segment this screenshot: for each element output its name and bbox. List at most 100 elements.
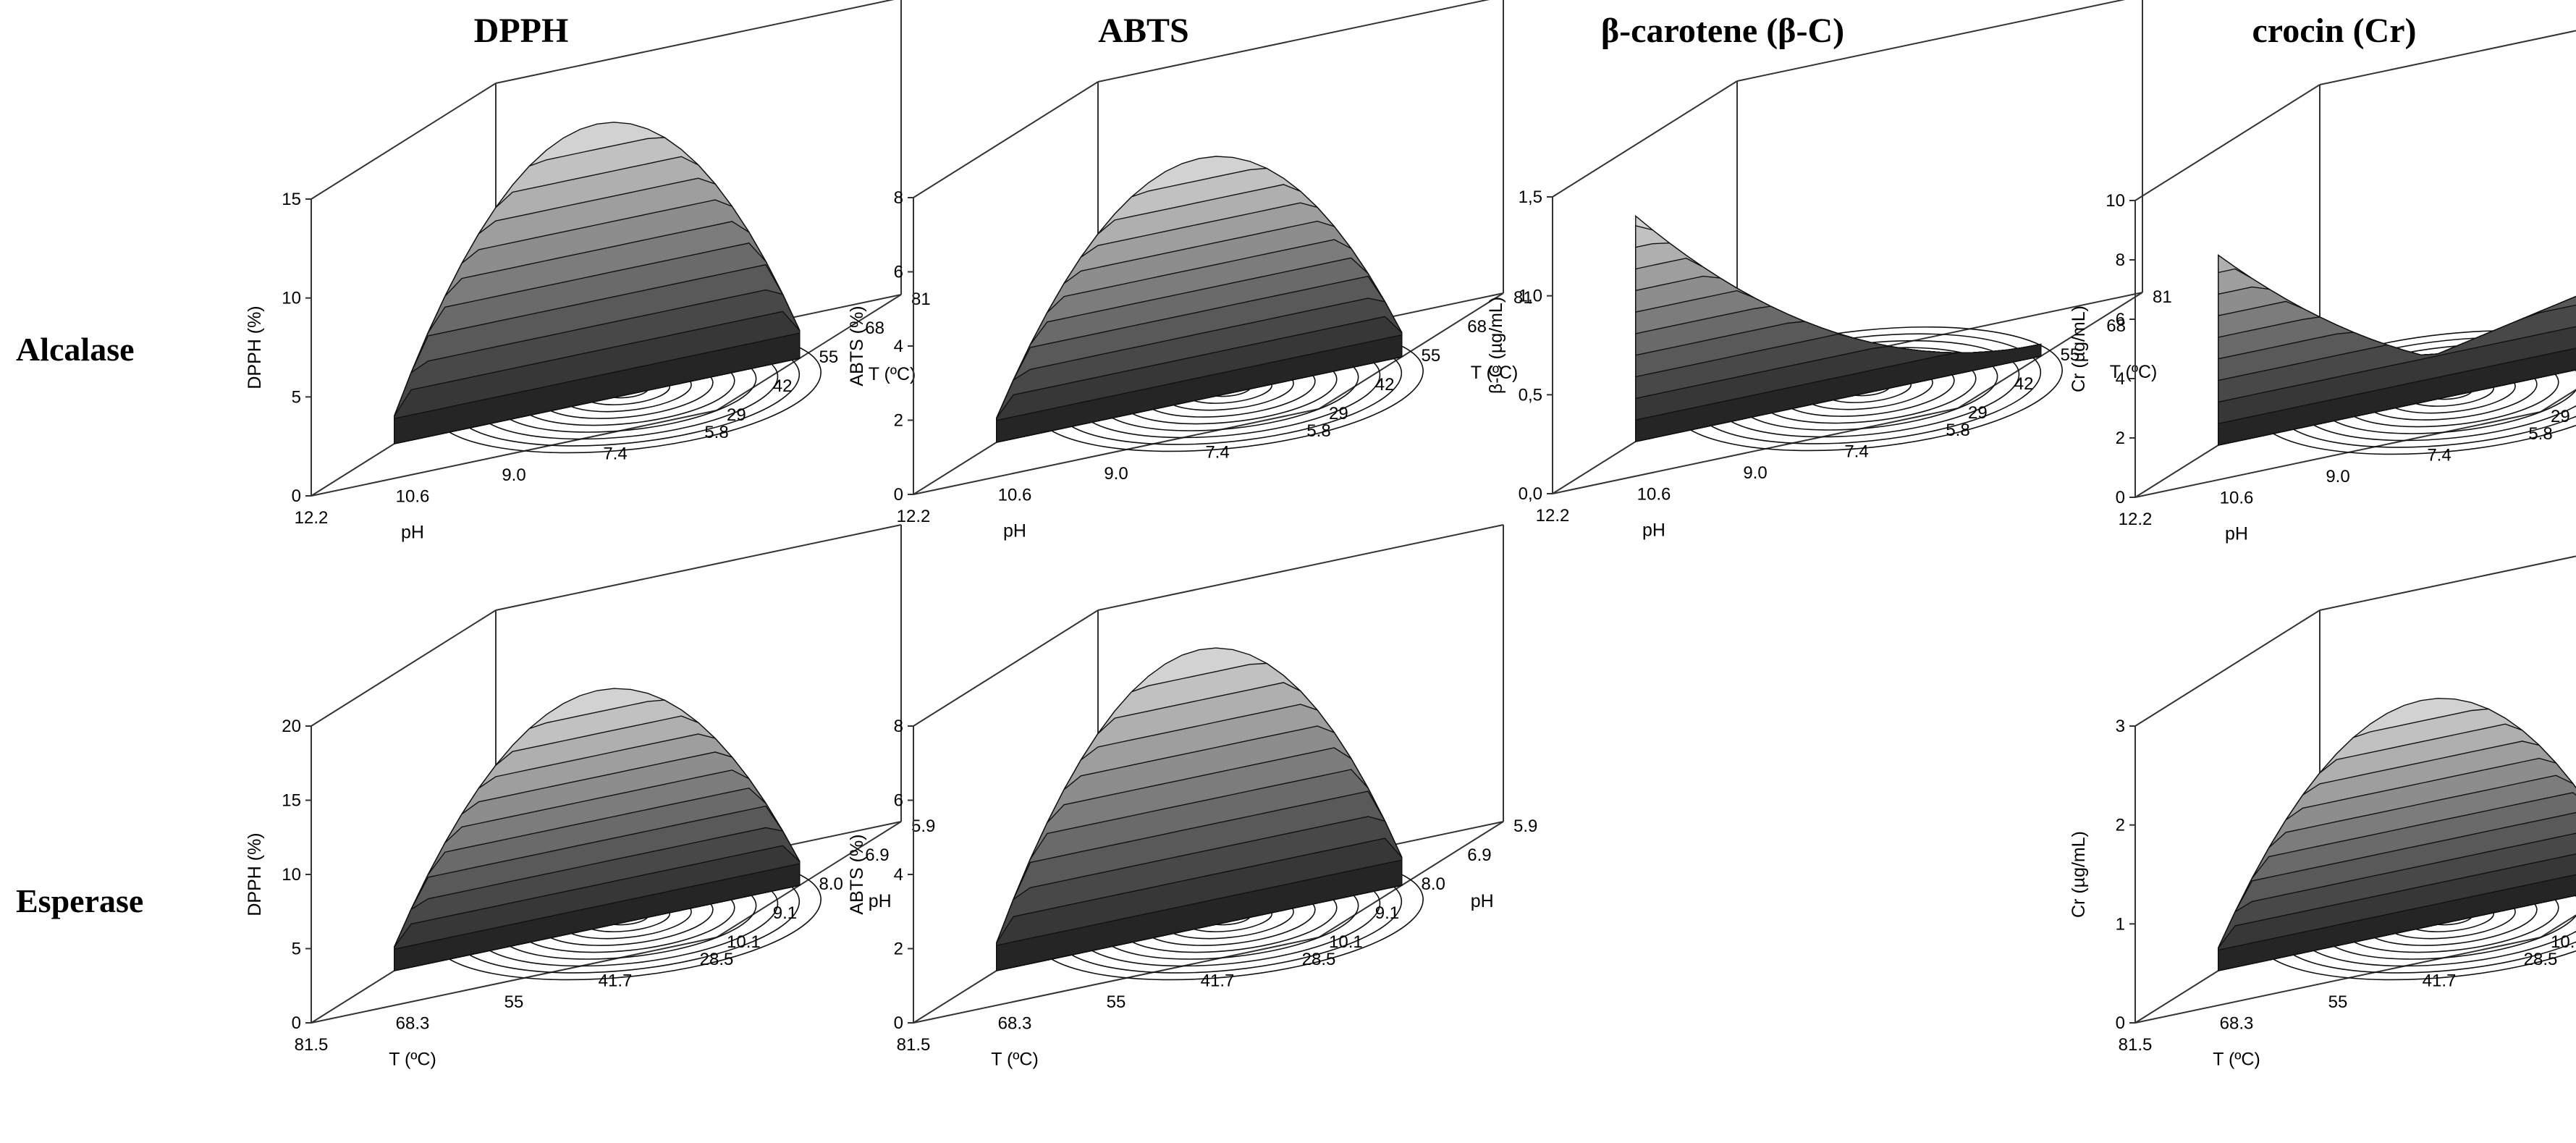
- x-tick-label: 81.5: [897, 1035, 931, 1055]
- x-tick-label: 68.3: [396, 1014, 430, 1034]
- surface-band: [394, 332, 801, 444]
- box-edge: [1552, 408, 1959, 494]
- x-tick-label: 9.0: [1104, 464, 1128, 484]
- surface-band: [1635, 343, 2042, 442]
- y-tick-label: 29: [727, 405, 746, 425]
- z-tick-label: 6: [894, 263, 903, 282]
- x-axis-label: pH: [1003, 521, 1026, 541]
- box-edge: [913, 81, 1099, 198]
- x-tick-label: 41.7: [2423, 971, 2457, 991]
- x-axis-label: T (ºC): [991, 1050, 1039, 1070]
- x-axis-label: T (ºC): [389, 1050, 436, 1070]
- surface-band: [2218, 895, 2576, 971]
- z-tick-label: 6: [2116, 310, 2125, 329]
- x-tick-label: 41.7: [599, 971, 633, 991]
- z-tick-label: 1,5: [1519, 187, 1542, 207]
- x-tick-label: 68.3: [2220, 1014, 2254, 1034]
- y-tick-label: 81: [911, 290, 931, 309]
- surface-band: [394, 885, 800, 971]
- y-axis-label: pH: [1471, 891, 1494, 911]
- box-edge: [495, 0, 895, 84]
- y-axis-label: T (ºC): [1471, 363, 1519, 383]
- column-title-beta-carotene: β-carotene (β-C): [1601, 12, 1844, 50]
- z-axis-label: Cr (µg/mL): [2069, 305, 2089, 392]
- x-tick-label: 12.2: [897, 507, 931, 526]
- z-tick-label: 20: [282, 717, 301, 736]
- x-tick-label: 10.6: [396, 487, 430, 507]
- column-title-dpph: DPPH: [474, 12, 569, 50]
- z-tick-label: 0: [292, 486, 301, 506]
- x-tick-label: 55: [504, 992, 524, 1012]
- y-tick-label: 6.9: [1467, 845, 1491, 865]
- z-axis-label: β-C (µg/mL): [1486, 297, 1506, 394]
- surface-band: [2218, 369, 2576, 446]
- x-tick-label: 81.5: [2119, 1035, 2153, 1055]
- surface-band: [996, 859, 1403, 971]
- z-tick-label: 0,5: [1519, 385, 1542, 405]
- box-edge: [1552, 80, 1738, 198]
- z-tick-label: 0: [2116, 488, 2125, 507]
- y-tick-label: 8.0: [819, 874, 843, 894]
- x-tick-label: 5.8: [2528, 424, 2552, 444]
- x-tick-label: 28.5: [1302, 950, 1336, 969]
- surface-band: [394, 863, 801, 971]
- y-tick-label: 55: [2061, 345, 2080, 365]
- row-title-esperase: Esperase: [16, 882, 143, 919]
- z-tick-label: 10: [2106, 191, 2125, 211]
- surface-band: [996, 356, 1402, 443]
- z-tick-label: 2: [2116, 816, 2125, 835]
- box-edge: [2134, 937, 2541, 1024]
- box-edge: [2319, 555, 2576, 611]
- y-tick-label: 68: [1467, 317, 1487, 337]
- x-tick-label: 7.4: [2427, 446, 2451, 465]
- y-tick-label: 10.1: [1329, 932, 1363, 952]
- x-tick-label: 5.8: [1306, 421, 1330, 441]
- box-edge: [2134, 610, 2320, 727]
- z-tick-label: 5: [292, 940, 301, 959]
- x-tick-label: 28.5: [700, 950, 734, 969]
- y-tick-label: 42: [1375, 375, 1395, 395]
- z-tick-label: 8: [894, 717, 903, 736]
- surface-band: [2218, 874, 2576, 971]
- box-edge: [2134, 84, 2320, 201]
- x-tick-label: 10.6: [998, 486, 1032, 505]
- z-tick-label: 3: [2116, 717, 2125, 736]
- y-tick-label: 10.1: [2551, 932, 2576, 952]
- x-tick-label: 7.4: [1205, 443, 1229, 463]
- z-axis-label: Cr (µg/mL): [2069, 831, 2089, 918]
- z-tick-label: 10: [282, 865, 301, 885]
- surface-band: [394, 358, 800, 444]
- surface-plot-esperase-abts: 0 2 4 6 8 ABTS (%) 81.5 68.3 55 41.7 28.5 T (ºC) 10.…: [847, 524, 1537, 1070]
- surface-plot-esperase-crocin-cr: 0 1 2 3 Cr (µg/mL) 81.5 68.3 55 41.7 28.5 T (ºC) 10…: [2069, 555, 2576, 1070]
- box-edge: [2540, 914, 2576, 938]
- x-tick-label: 7.4: [603, 444, 627, 464]
- y-tick-label: 9.1: [773, 903, 797, 923]
- y-tick-label: 29: [1968, 403, 1988, 423]
- x-tick-label: 41.7: [1201, 971, 1235, 991]
- box-edge: [311, 410, 717, 497]
- z-tick-label: 0: [894, 485, 903, 505]
- x-tick-label: 9.0: [1743, 463, 1767, 483]
- y-axis-label: T (ºC): [869, 364, 916, 384]
- box-edge: [311, 610, 497, 727]
- surface-band: [996, 885, 1402, 971]
- x-tick-label: 5.8: [704, 423, 728, 442]
- column-title-crocin: crocin (Cr): [2252, 12, 2416, 50]
- x-axis-label: pH: [401, 523, 424, 543]
- x-axis-label: pH: [2225, 524, 2248, 544]
- z-axis-label: ABTS (%): [847, 834, 867, 914]
- y-tick-label: 42: [773, 376, 793, 396]
- x-tick-label: 10.6: [2220, 489, 2254, 508]
- z-tick-label: 0: [894, 1013, 903, 1033]
- y-tick-label: 68: [865, 319, 884, 338]
- z-tick-label: 15: [282, 791, 301, 811]
- z-tick-label: 0: [292, 1013, 301, 1033]
- box-edge: [2319, 30, 2576, 85]
- z-tick-label: 10: [282, 289, 301, 308]
- y-tick-label: 29: [1329, 404, 1348, 423]
- y-tick-label: 55: [819, 347, 839, 367]
